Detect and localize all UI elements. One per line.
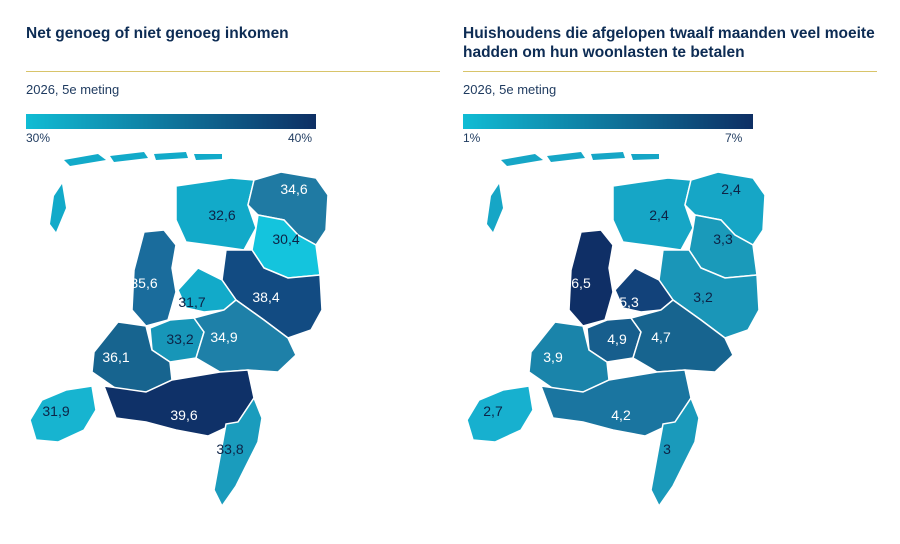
- wadden-island: [547, 152, 585, 162]
- color-legend-bar: [26, 114, 316, 129]
- wadden-island: [487, 184, 503, 232]
- province-limburg[interactable]: [650, 396, 700, 508]
- province-value-overijssel: 38,4: [252, 289, 279, 305]
- province-noord-holland[interactable]: [568, 229, 614, 327]
- province-gelderland[interactable]: [629, 299, 734, 373]
- province-value-groningen: 2,4: [721, 181, 741, 197]
- legend-max-label: 7%: [725, 131, 743, 145]
- color-legend-bar: [463, 114, 753, 129]
- province-value-utrecht: 33,2: [166, 331, 193, 347]
- wadden-island: [50, 184, 66, 232]
- wadden-island: [154, 152, 188, 160]
- province-gelderland[interactable]: [192, 299, 297, 373]
- panel-subtitle: 2026, 5e meting: [26, 82, 120, 97]
- province-value-noord-brabant: 39,6: [170, 407, 197, 423]
- province-zeeland[interactable]: [29, 385, 97, 443]
- province-value-flevoland: 5,3: [619, 294, 639, 310]
- province-value-flevoland: 31,7: [178, 294, 205, 310]
- province-value-gelderland: 34,9: [210, 329, 237, 345]
- title-divider: [26, 71, 440, 72]
- panel-title: Net genoeg of niet genoeg inkomen: [26, 25, 289, 42]
- wadden-island: [631, 154, 659, 160]
- province-value-zuid-holland: 36,1: [102, 349, 129, 365]
- province-value-utrecht: 4,9: [607, 331, 627, 347]
- province-friesland[interactable]: [612, 177, 694, 251]
- legend-min-label: 1%: [463, 131, 481, 145]
- province-value-zuid-holland: 3,9: [543, 349, 563, 365]
- province-value-groningen: 34,6: [280, 181, 307, 197]
- province-value-overijssel: 3,2: [693, 289, 713, 305]
- legend-min-label: 30%: [26, 131, 51, 145]
- map-panel-income: Net genoeg of niet genoeg inkomen 2026, …: [26, 0, 446, 544]
- wadden-island: [194, 154, 222, 160]
- province-value-noord-holland: 35,6: [130, 275, 157, 291]
- province-value-friesland: 32,6: [208, 207, 235, 223]
- province-value-drenthe: 3,3: [713, 231, 733, 247]
- province-value-noord-brabant: 4,2: [611, 407, 631, 423]
- province-limburg[interactable]: [213, 396, 263, 508]
- netherlands-map: 2,4 2,4 3,3 3,2 5,3 6,5 4,9 4,7 3,9 2,7 4,2 3: [466, 152, 766, 508]
- province-value-friesland: 2,4: [649, 207, 669, 223]
- panel-subtitle: 2026, 5e meting: [463, 82, 557, 97]
- wadden-island: [110, 152, 148, 162]
- map-panel-housing-costs: Huishoudens die afgelopen twaalf maanden…: [463, 0, 883, 544]
- legend-max-label: 40%: [288, 131, 313, 145]
- wadden-island: [501, 154, 543, 166]
- wadden-island: [591, 152, 625, 160]
- panel-title: Huishoudens die afgelopen twaalf maanden…: [463, 25, 875, 61]
- province-value-limburg: 3: [663, 441, 671, 457]
- province-friesland[interactable]: [175, 177, 257, 251]
- province-noord-holland[interactable]: [131, 229, 177, 327]
- province-value-drenthe: 30,4: [272, 231, 299, 247]
- province-value-gelderland: 4,7: [651, 329, 671, 345]
- province-value-limburg: 33,8: [216, 441, 243, 457]
- wadden-island: [64, 154, 106, 166]
- province-value-zeeland: 31,9: [42, 403, 69, 419]
- netherlands-map: 34,6 32,6 30,4 38,4 31,7 35,6 33,2 34,9 36,1 31,9…: [29, 152, 329, 508]
- province-value-zeeland: 2,7: [483, 403, 503, 419]
- title-divider: [463, 71, 877, 72]
- province-zeeland[interactable]: [466, 385, 534, 443]
- province-value-noord-holland: 6,5: [571, 275, 591, 291]
